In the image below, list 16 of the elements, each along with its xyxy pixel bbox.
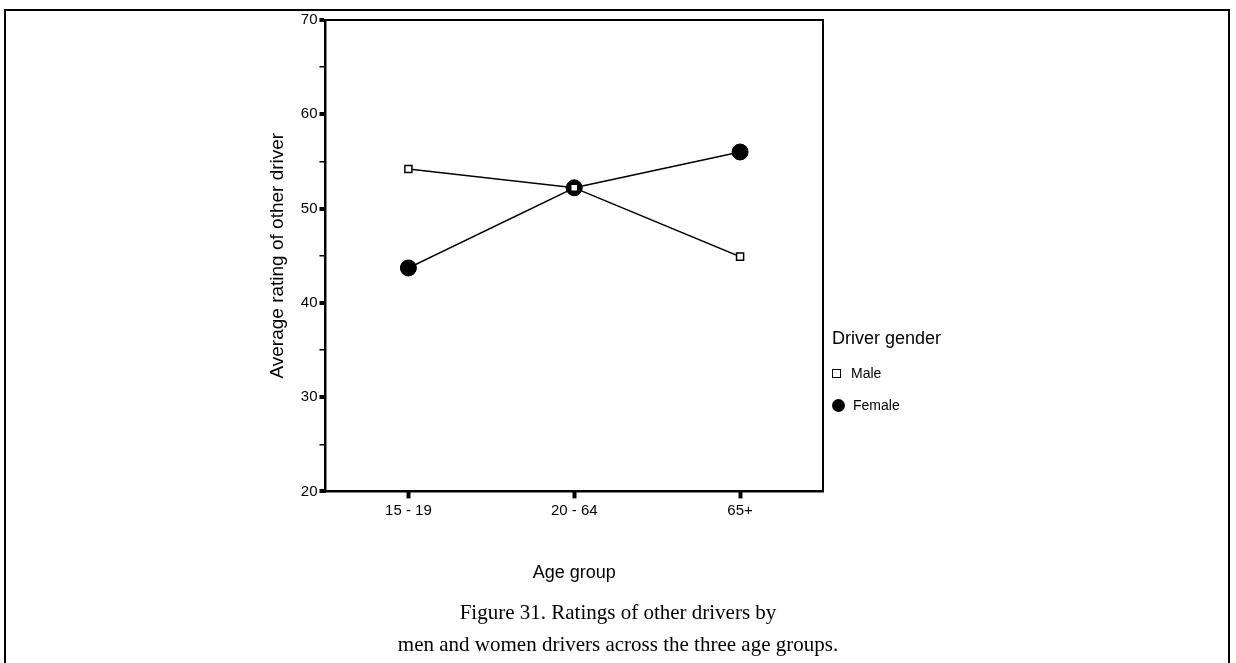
x-tick-label: 20 - 64	[550, 500, 598, 518]
y-tick-label: 50	[300, 198, 318, 216]
y-tick-label: 20	[300, 481, 318, 499]
y-tick-label: 70	[300, 10, 318, 28]
y-axis-title: Average rating of other driver	[265, 132, 287, 379]
legend-label: Male	[851, 365, 882, 381]
x-tick-label: 65+	[727, 500, 754, 518]
y-tick-label: 30	[300, 387, 318, 405]
legend-title: Driver gender	[832, 328, 942, 349]
y-tick-label: 40	[300, 292, 318, 310]
text: men and women drivers across the three age groups.	[396, 631, 840, 658]
y-tick-label: 60	[300, 104, 318, 122]
legend-label: Female	[853, 397, 900, 413]
caption: Figure 31. Ratings of other drivers by	[458, 599, 778, 626]
x-axis-title: Age group	[532, 562, 616, 583]
x-tick-label: 15 - 19	[385, 500, 432, 518]
